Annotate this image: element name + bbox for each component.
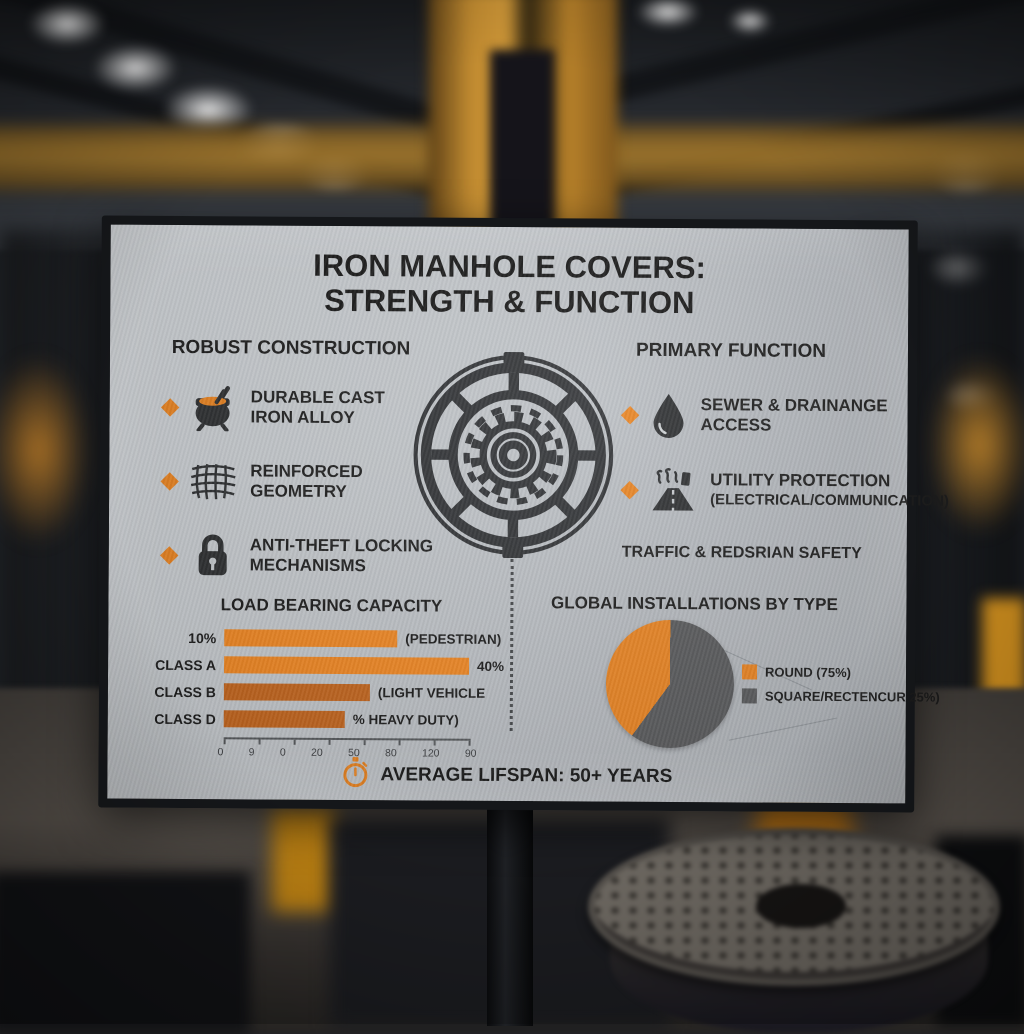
feature-anti-theft-locking: ANTI-THEFT LOCKING MECHANISMS	[163, 531, 433, 581]
bar-pedestrian	[224, 629, 397, 647]
skylight-glow	[92, 44, 178, 92]
feature-label: DURABLE CAST IRON ALLOY	[251, 387, 385, 428]
bar-row: 10% (PEDESTRIAN)	[138, 629, 504, 648]
sign-post	[487, 796, 533, 1026]
manhole-drum	[588, 828, 1012, 1028]
diamond-bullet-icon	[160, 546, 178, 564]
road-utility-icon	[646, 466, 700, 514]
pie-legend: ROUND (75%) SQUARE/RECTENCUR 25%)	[742, 664, 940, 713]
legend-item-square: SQUARE/RECTENCUR 25%)	[742, 688, 940, 704]
bar-chart-x-axis: 0 9 0 20 50 80 120 90	[224, 737, 471, 746]
legend-swatch-round	[742, 664, 757, 679]
bar-class-d	[224, 710, 345, 728]
bar-chart-title: LOAD BEARING CAPACITY	[146, 595, 516, 617]
bar-row: CLASS A 40%	[138, 656, 504, 675]
bar-chart: 10% (PEDESTRIAN) CLASS A 40% CLASS B (LI…	[138, 629, 505, 739]
title-line-2: STRENGTH & FUNCTION	[110, 282, 908, 322]
stopwatch-icon	[340, 756, 370, 793]
lifespan-text: AVERAGE LIFSPAN: 50+ YEARS	[380, 764, 672, 788]
diamond-bullet-icon	[621, 406, 639, 424]
axis-tick-marks	[224, 739, 471, 746]
feature-label: ANTI-THEFT LOCKING MECHANISMS	[250, 535, 433, 576]
feature-utility-protection: UTILITY PROTECTION (ELECTRICAL/COMMUNICA…	[623, 466, 949, 516]
bar-class-a	[224, 656, 469, 674]
page-title: IRON MANHOLE COVERS: STRENGTH & FUNCTION	[110, 247, 908, 322]
bar-class-b	[224, 683, 370, 701]
legend-item-round: ROUND (75%)	[742, 664, 940, 680]
feature-label: REINFORCED GEOMETRY	[250, 461, 363, 502]
lifespan-footer: AVERAGE LIFSPAN: 50+ YEARS	[107, 755, 905, 797]
dark-equipment-bottom-left	[0, 872, 250, 1034]
orange-panel-bottom-left	[272, 808, 336, 912]
cauldron-molten-iron-icon	[187, 383, 241, 431]
padlock-icon	[186, 531, 240, 579]
section-heading-primary-function: PRIMARY FUNCTION	[571, 339, 891, 363]
diamond-bullet-icon	[161, 398, 179, 416]
infographic-sign-board: IRON MANHOLE COVERS: STRENGTH & FUNCTION…	[98, 216, 918, 813]
section-heading-robust-construction: ROBUST CONSTRUCTION	[131, 337, 451, 361]
diamond-bullet-icon	[161, 472, 179, 490]
cover-center-hole	[756, 884, 846, 928]
title-line-1: IRON MANHOLE COVERS:	[110, 247, 908, 287]
feature-reinforced-geometry: REINFORCED GEOMETRY	[163, 461, 363, 502]
feature-label: UTILITY PROTECTION (ELECTRICAL/COMMUNICA…	[710, 470, 949, 511]
feature-label: SEWER & DRAINANGE ACCESS	[700, 395, 887, 436]
bar-row: CLASS B (LIGHT VEHICLE	[138, 683, 504, 702]
pie-chart	[606, 620, 735, 749]
legend-swatch-square	[742, 688, 757, 703]
water-drop-icon	[646, 391, 690, 439]
pie-chart-title: GLOBAL INSTALLATIONS BY TYPE	[538, 593, 850, 615]
feature-sewer-drainage-access: SEWER & DRAINANGE ACCESS	[623, 391, 887, 441]
skylight-glow	[28, 2, 106, 46]
traffic-safety-line: TRAFFIC & REDSRIAN SAFETY	[582, 543, 902, 563]
reinforced-mesh-icon	[186, 461, 240, 501]
diamond-bullet-icon	[620, 481, 638, 499]
bar-row: CLASS D % HEAVY DUTY)	[138, 710, 504, 729]
dotted-divider	[510, 559, 514, 731]
orange-robot-left	[0, 356, 90, 544]
skylight-glow	[728, 8, 772, 34]
feature-durable-cast-iron: DURABLE CAST IRON ALLOY	[164, 383, 385, 432]
manhole-cover-illustration	[409, 350, 618, 559]
